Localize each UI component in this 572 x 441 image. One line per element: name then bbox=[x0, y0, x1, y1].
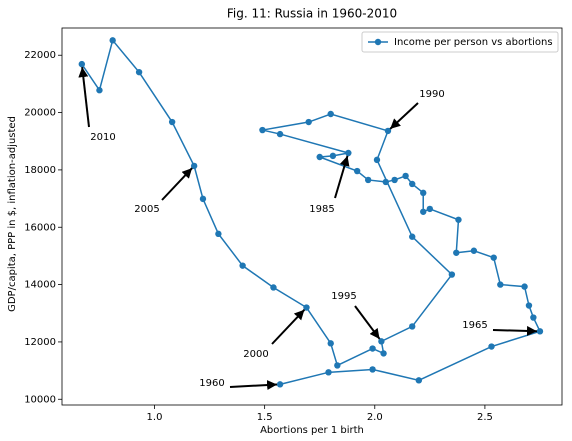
point bbox=[420, 208, 427, 215]
point bbox=[316, 153, 323, 161]
point bbox=[168, 118, 176, 126]
annotation: 1995 bbox=[331, 291, 356, 302]
annotation-arrow bbox=[229, 380, 278, 391]
point bbox=[364, 176, 372, 184]
point bbox=[380, 350, 387, 357]
legend-label: Income per person vs abortions bbox=[394, 37, 553, 48]
point bbox=[190, 162, 198, 170]
annotation: 1965 bbox=[462, 320, 487, 331]
point bbox=[448, 271, 456, 278]
point bbox=[536, 328, 544, 335]
point bbox=[382, 178, 389, 186]
x-tick-label: 1.0 bbox=[147, 412, 163, 423]
x-tick-label: 2.0 bbox=[367, 412, 383, 423]
point bbox=[305, 118, 312, 126]
annotation: 1990 bbox=[419, 89, 444, 100]
point bbox=[497, 281, 504, 288]
point bbox=[378, 338, 385, 345]
annotation-arrow bbox=[492, 325, 538, 336]
point bbox=[521, 283, 528, 290]
plot-frame bbox=[61, 27, 563, 406]
point bbox=[490, 254, 497, 261]
point bbox=[303, 304, 310, 311]
point bbox=[325, 369, 332, 376]
annotation-arrow bbox=[78, 66, 90, 128]
annotation-arrow bbox=[334, 155, 350, 199]
point bbox=[525, 302, 533, 309]
point bbox=[327, 340, 334, 347]
point bbox=[276, 381, 284, 388]
y-tick-label: 14000 bbox=[24, 280, 56, 291]
point bbox=[135, 68, 143, 76]
point bbox=[270, 284, 277, 291]
point bbox=[369, 345, 376, 352]
legend-box bbox=[361, 31, 559, 53]
point bbox=[78, 60, 86, 68]
y-tick-label: 18000 bbox=[24, 165, 56, 176]
annotation-arrow bbox=[389, 102, 419, 130]
x-tick-label: 1.5 bbox=[257, 412, 273, 423]
annotation-arrow bbox=[354, 305, 381, 340]
point bbox=[369, 366, 376, 373]
point bbox=[470, 247, 478, 254]
legend-marker bbox=[374, 38, 382, 46]
annotation: 2010 bbox=[90, 132, 115, 143]
point bbox=[426, 205, 434, 213]
y-tick-label: 22000 bbox=[24, 50, 56, 61]
y-tick-label: 16000 bbox=[24, 222, 56, 233]
annotation: 1985 bbox=[309, 204, 334, 215]
annotation-arrow bbox=[161, 167, 193, 201]
point bbox=[391, 176, 398, 184]
point bbox=[409, 323, 416, 330]
point bbox=[96, 87, 103, 94]
annotation: 2005 bbox=[134, 204, 159, 215]
point bbox=[453, 249, 460, 256]
point bbox=[345, 149, 352, 157]
point bbox=[353, 167, 361, 175]
point bbox=[259, 126, 266, 134]
chart-title: Fig. 11: Russia in 1960-2010 bbox=[227, 7, 397, 21]
point bbox=[420, 189, 427, 197]
point bbox=[530, 314, 537, 321]
point bbox=[402, 172, 409, 180]
point bbox=[455, 216, 462, 223]
point bbox=[327, 110, 334, 118]
y-tick-label: 10000 bbox=[24, 394, 56, 405]
annotation-arrow bbox=[271, 309, 306, 345]
point bbox=[109, 37, 116, 44]
point bbox=[199, 195, 207, 203]
y-tick-label: 20000 bbox=[24, 108, 56, 119]
x-axis-label: Abortions per 1 birth bbox=[260, 425, 364, 436]
y-axis-label: GDP/capita, PPP in $, inflation-adjusted bbox=[7, 116, 18, 312]
point bbox=[409, 233, 416, 240]
point bbox=[488, 343, 495, 350]
point bbox=[215, 230, 222, 238]
annotation: 2000 bbox=[243, 349, 268, 360]
point bbox=[409, 180, 416, 188]
point bbox=[415, 377, 423, 384]
point bbox=[334, 362, 341, 369]
annotation: 1960 bbox=[199, 378, 224, 389]
point bbox=[384, 127, 392, 135]
point bbox=[276, 130, 284, 138]
y-tick-label: 12000 bbox=[24, 337, 56, 348]
point bbox=[373, 156, 381, 164]
point bbox=[239, 262, 246, 269]
x-tick-label: 2.5 bbox=[477, 412, 493, 423]
point bbox=[329, 152, 337, 160]
